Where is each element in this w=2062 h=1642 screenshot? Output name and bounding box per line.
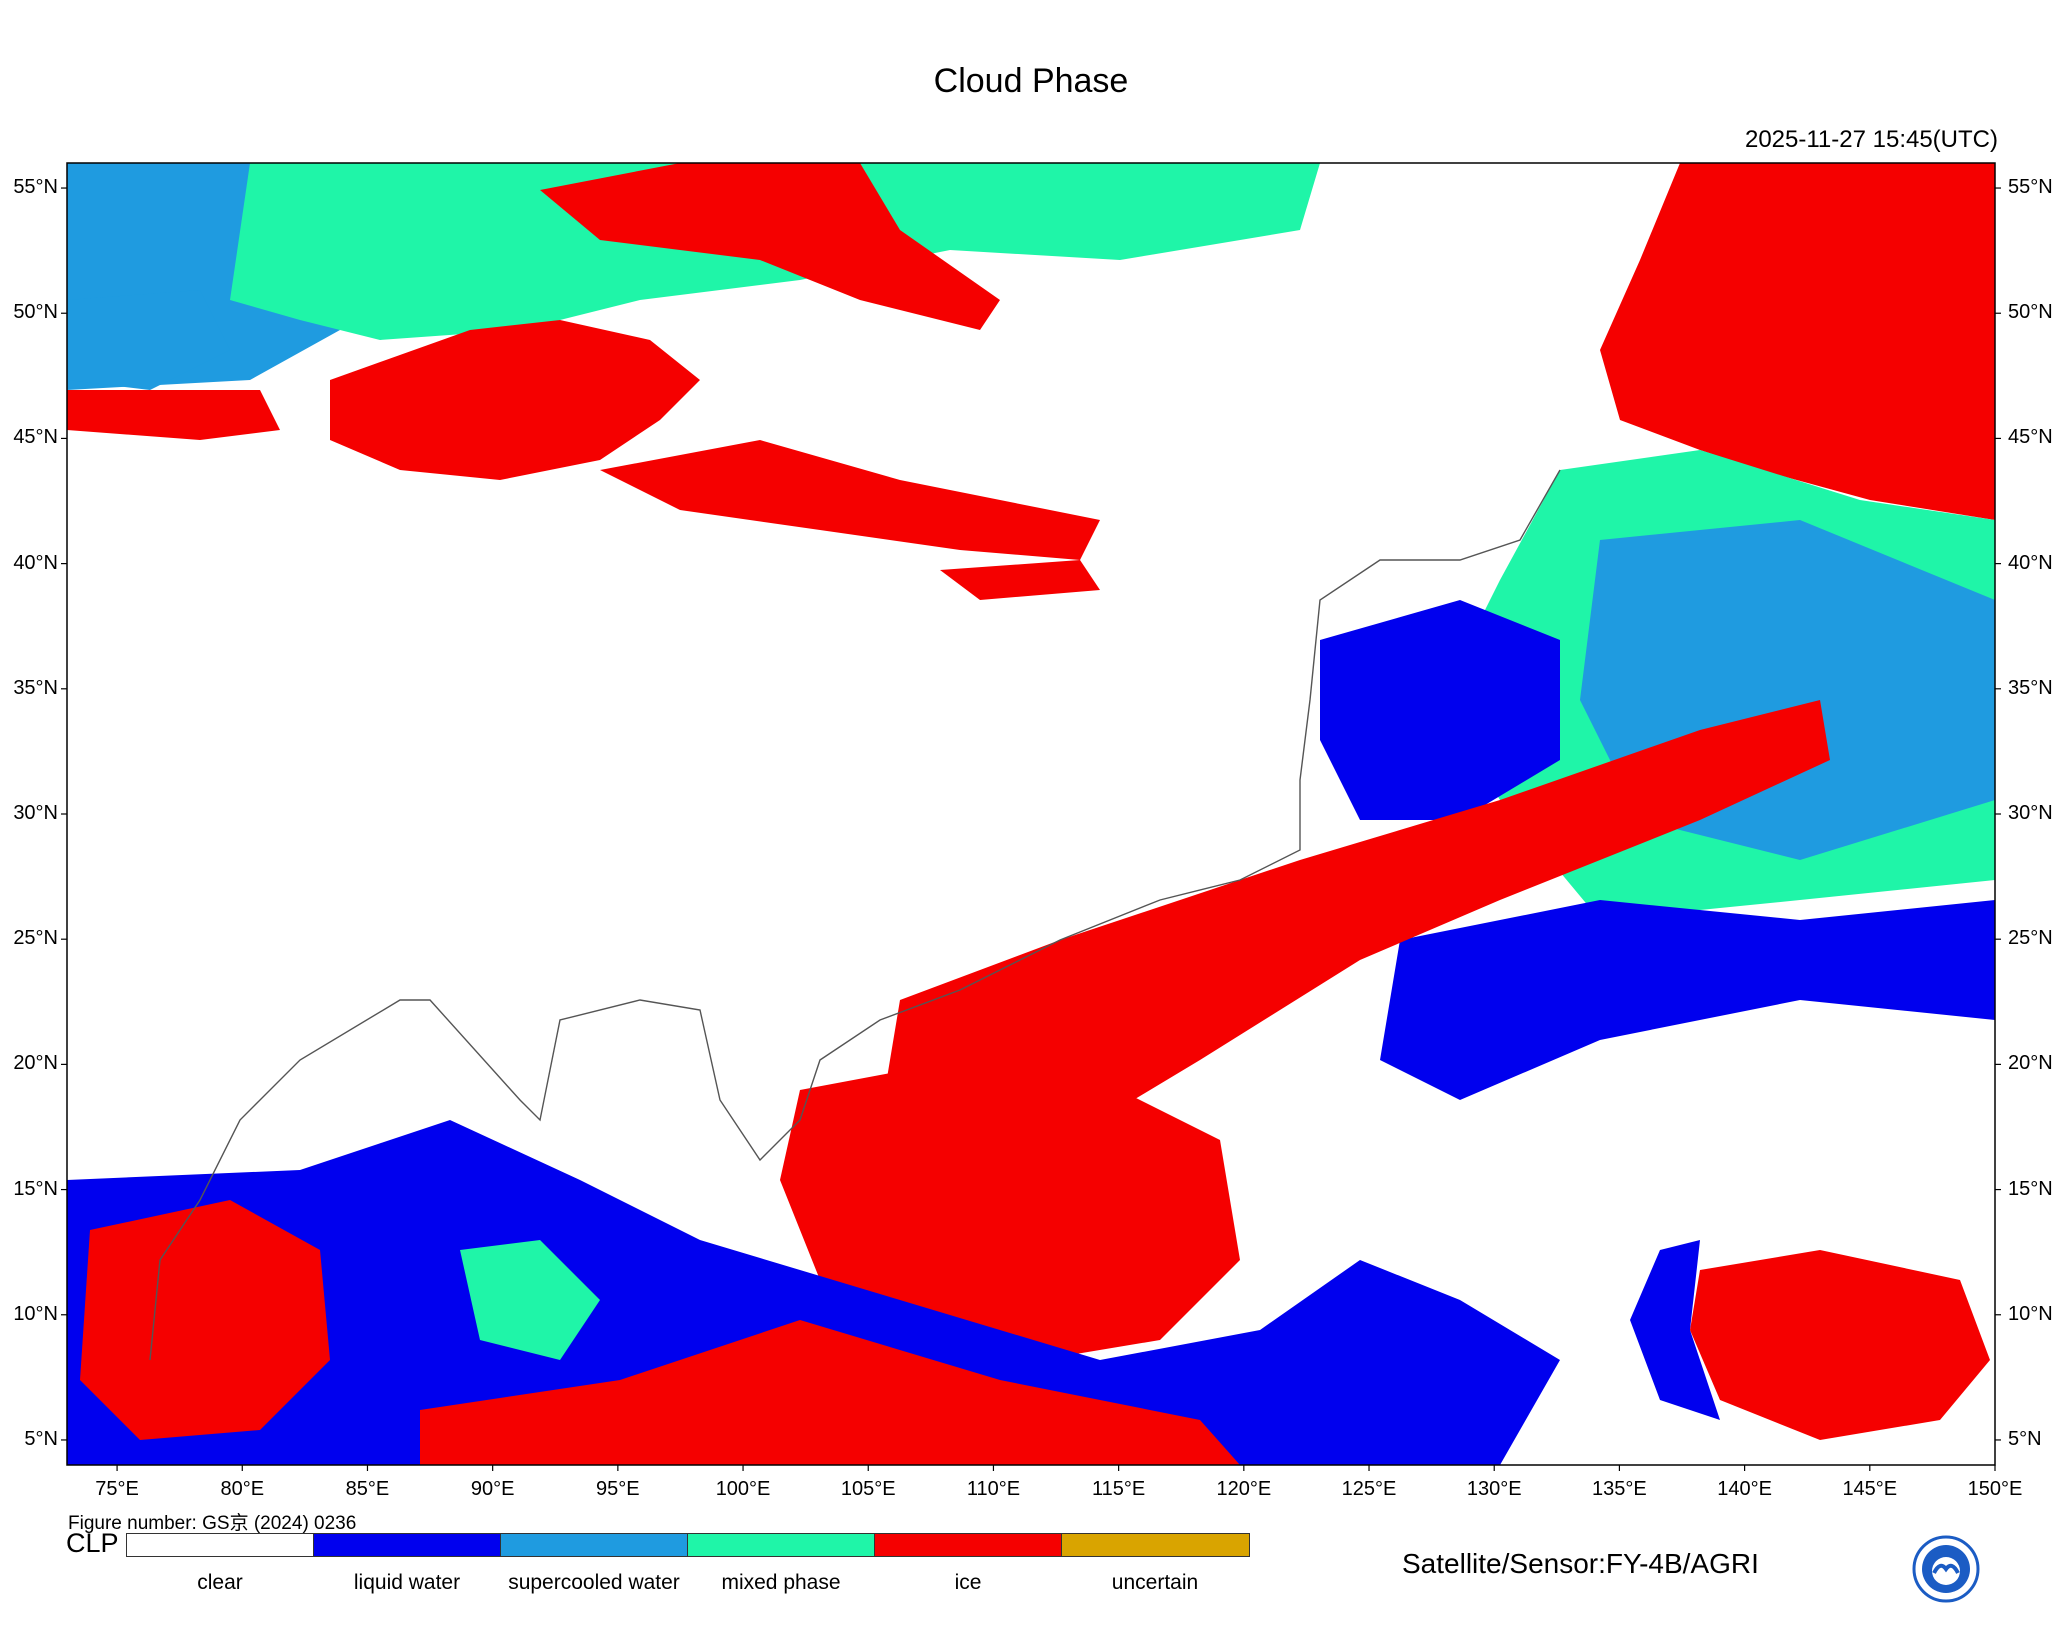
cloud-ice-patch-2 — [940, 560, 1100, 600]
cloud-ice-mongolia — [540, 163, 1000, 330]
lat-label-l-1: 50°N — [13, 301, 58, 324]
lat-label-r-4: 35°N — [2008, 676, 2053, 699]
lon-label-10: 125°E — [1341, 1478, 1397, 1500]
cloud-ice-pacific — [1690, 1250, 1990, 1440]
lon-label-6: 105°E — [840, 1478, 896, 1500]
lat-label-r-1: 50°N — [2008, 301, 2053, 324]
lon-label-2: 85°E — [345, 1478, 390, 1500]
lon-label-12: 135°E — [1592, 1478, 1647, 1500]
lat-label-r-5: 30°N — [2008, 802, 2053, 824]
lat-label-l-7: 20°N — [13, 1052, 58, 1075]
lat-label-l-5: 30°N — [13, 802, 58, 824]
legend-label-uncertain: uncertain — [1111, 1571, 1199, 1594]
cloud-liquid-pacific-ring — [1630, 1240, 1720, 1420]
lon-label-0: 75°E — [95, 1478, 139, 1500]
timestamp: 2025-11-27 15:45(UTC) — [1744, 126, 1998, 153]
cloud-ice-southchinasea — [780, 1060, 1240, 1360]
cloud-ice-band-mongolia-south — [600, 440, 1100, 560]
cloud-ice-south-center — [420, 1320, 1240, 1465]
lon-label-4: 95°E — [596, 1478, 640, 1500]
legend-swatch-ice — [875, 1534, 1062, 1556]
lon-label-5: 100°E — [715, 1478, 771, 1500]
lat-label-r-7: 20°N — [2008, 1052, 2053, 1075]
legend-label-supercooled-water: supercooled water — [508, 1571, 680, 1594]
cloud-liquid-yellowsea — [1320, 600, 1560, 820]
legend-swatch-supercooled-water — [501, 1534, 688, 1556]
cma-logo-icon — [1912, 1535, 1980, 1603]
lon-label-13: 140°E — [1717, 1478, 1772, 1500]
lat-label-l-9: 10°N — [13, 1302, 58, 1325]
cloud-ice-northeast — [1600, 163, 1995, 520]
cloud-supercooled-patch — [67, 290, 230, 390]
cloud-ice-west — [67, 390, 280, 440]
lat-label-r-10: 5°N — [2008, 1427, 2042, 1450]
lon-label-11: 130°E — [1466, 1478, 1522, 1500]
satellite-sensor: Satellite/Sensor:FY-4B/AGRI — [1402, 1548, 1759, 1579]
cloud-ice-diagonal-band — [880, 700, 1830, 1160]
cloud-mixed-south — [460, 1240, 600, 1360]
lat-label-r-2: 45°N — [2008, 426, 2053, 449]
figure-number: Figure number: GS京 (2024) 0236 — [68, 1513, 357, 1534]
legend-swatch-clear — [127, 1534, 314, 1556]
legend-label-ice: ice — [954, 1571, 982, 1594]
lat-label-l-0: 55°N — [13, 176, 58, 199]
lon-label-15: 150°E — [1967, 1478, 2023, 1500]
lat-label-r-0: 55°N — [2008, 176, 2053, 199]
lat-label-r-6: 25°N — [2008, 927, 2053, 950]
chart-title: Cloud Phase — [933, 62, 1129, 100]
lon-label-9: 120°E — [1216, 1478, 1272, 1500]
lon-label-14: 145°E — [1842, 1478, 1898, 1500]
legend-swatch-uncertain — [1062, 1534, 1249, 1556]
cloud-ice-kazakh — [330, 320, 700, 480]
lat-label-r-9: 10°N — [2008, 1302, 2053, 1325]
legend-label-mixed-phase: mixed phase — [721, 1571, 841, 1594]
lat-label-l-3: 40°N — [13, 551, 58, 574]
lat-label-l-6: 25°N — [13, 927, 58, 950]
lat-label-l-10: 5°N — [24, 1427, 58, 1450]
legend-label-liquid-water: liquid water — [353, 1571, 461, 1594]
legend-label: CLP — [66, 1528, 119, 1558]
lat-label-r-8: 15°N — [2008, 1177, 2053, 1200]
cloud-ice-bay-bengal — [80, 1200, 330, 1440]
legend-swatch-liquid-water — [314, 1534, 501, 1556]
cloud-liquid-east-south — [1380, 900, 1995, 1100]
lat-label-r-3: 40°N — [2008, 551, 2053, 574]
lon-label-3: 90°E — [470, 1478, 515, 1500]
lat-label-l-8: 15°N — [13, 1177, 58, 1200]
lon-label-8: 115°E — [1092, 1478, 1146, 1500]
legend-label-clear: clear — [197, 1571, 243, 1594]
lon-label-1: 80°E — [220, 1478, 265, 1500]
cloud-liquid-south-band — [67, 1120, 1560, 1465]
lat-label-l-4: 35°N — [13, 676, 58, 699]
lat-label-l-2: 45°N — [13, 426, 58, 449]
lon-label-7: 110°E — [966, 1478, 1021, 1500]
axis-ticks — [61, 187, 2001, 1471]
legend-colorbar — [126, 1533, 1250, 1557]
coastline — [149, 469, 1561, 1361]
legend-swatch-mixed-phase — [688, 1534, 875, 1556]
